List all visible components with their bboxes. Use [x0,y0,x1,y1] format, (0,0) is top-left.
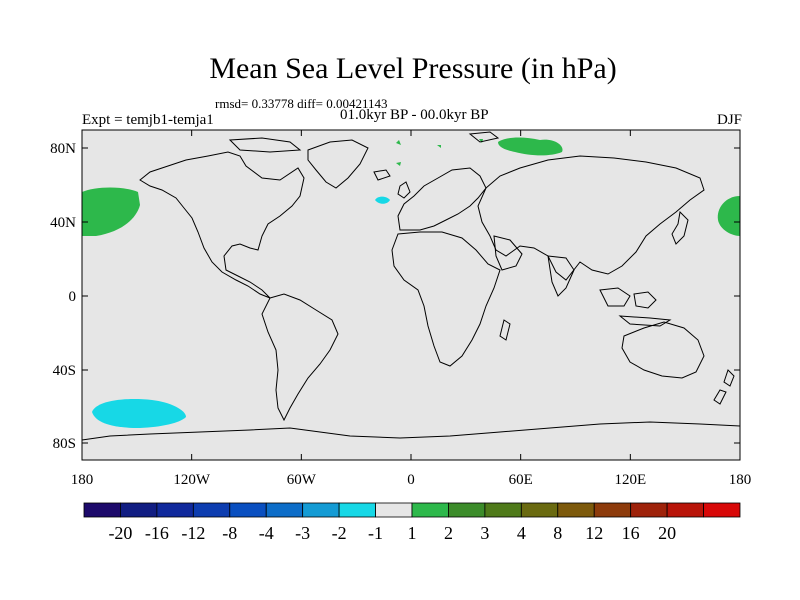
colorbar-label: -1 [368,523,383,543]
experiment-label: Expt = temjb1-temja1 [82,112,214,128]
coast-india [547,255,575,297]
colorbar-label: 4 [517,523,526,543]
anomaly-green-greenland-dot2 [396,162,401,166]
rmsd-diff-label: rmsd= 0.33778 diff= 0.00421143 [215,96,388,111]
colorbar-label: -12 [181,523,205,543]
colorbar-label: 3 [480,523,489,543]
coastlines [81,131,741,441]
coast-africa [391,231,501,367]
page-title: Mean Sea Level Pressure (in hPa) [209,52,617,85]
colorbar-label: -8 [222,523,237,543]
lon-tick-label: 60W [287,472,317,488]
colorbar-label: 12 [585,523,603,543]
colorbar-label: -2 [332,523,347,543]
colorbar-label: 8 [553,523,562,543]
coast-arctic-islands [228,131,500,153]
colorbar-swatch [484,502,522,518]
lat-tick-label: 40N [50,215,76,231]
colorbar-swatch [630,502,668,518]
coast-iceland [373,169,391,181]
colorbar-swatch [192,502,231,518]
colorbar-swatch [411,502,449,518]
coast-north-america [139,151,305,299]
coast-maritime-continent [599,287,672,327]
map-background [82,130,740,460]
colorbar-label: -4 [259,523,274,543]
colorbar-label: -3 [295,523,310,543]
colorbar-label: 1 [408,523,417,543]
lon-tick-label: 120E [614,472,646,488]
lon-tick-label: 180 [71,472,94,488]
colorbar-swatch [520,502,559,518]
colorbar-swatch [120,502,158,518]
period-label: 01.0kyr BP - 00.0kyr BP [340,107,489,123]
colorbar-swatch [703,502,741,518]
season-label: DJF [716,112,742,128]
coast-south-america [261,293,339,422]
anomaly-green-north-pacific-west [82,187,140,236]
anomaly-green-greenland-dot [396,140,401,145]
latitude-axis: 80N 40N 0 40S 80S [50,141,740,452]
colorbar-swatch [302,502,340,518]
anomaly-green-north-pacific-east [717,196,740,236]
lat-tick-label: 80S [53,436,76,452]
colorbar-swatch [83,502,121,518]
colorbar-swatch [375,502,413,518]
colorbar-swatch [156,502,194,518]
coast-madagascar [499,319,511,341]
longitude-axis: 180 120W 60W 0 60E 120E 180 [71,130,752,488]
colorbar-label: 2 [444,523,453,543]
colorbar: -20 -16 -12 -8 -4 -3 -2 -1 1 2 3 4 8 12 16 20 [83,502,741,543]
coast-asia [477,155,705,281]
colorbar-swatch [229,502,267,518]
colorbar-swatch [448,502,486,518]
coast-europe [397,167,487,231]
lon-tick-label: 60E [509,472,533,488]
colorbar-swatch [666,502,704,518]
colorbar-swatch [338,502,376,518]
colorbar-swatch [265,502,304,518]
anomaly-regions [82,137,740,428]
lat-tick-label: 0 [69,289,77,305]
coast-greenland [307,139,369,189]
lon-tick-label: 120W [173,472,211,488]
coast-antarctica [81,421,741,441]
coast-uk [397,181,411,199]
coast-arabia [493,235,523,271]
lat-tick-label: 40S [53,363,76,379]
colorbar-label: 20 [658,523,676,543]
coast-new-zealand [713,369,735,405]
anomaly-cyan-south-pacific [92,399,186,428]
anomaly-green-siberia [498,137,563,156]
coast-japan [671,210,689,245]
colorbar-label: 16 [622,523,640,543]
colorbar-label: -16 [145,523,169,543]
lon-tick-label: 0 [407,472,415,488]
colorbar-label: -20 [108,523,132,543]
lat-tick-label: 80N [50,141,76,157]
colorbar-swatch [593,502,632,518]
lon-tick-label: 180 [729,472,752,488]
anomaly-cyan-north-atlantic [375,196,390,204]
coast-australia [621,321,705,379]
anomaly-green-arctic-dot [437,145,441,148]
colorbar-swatch [557,502,595,518]
